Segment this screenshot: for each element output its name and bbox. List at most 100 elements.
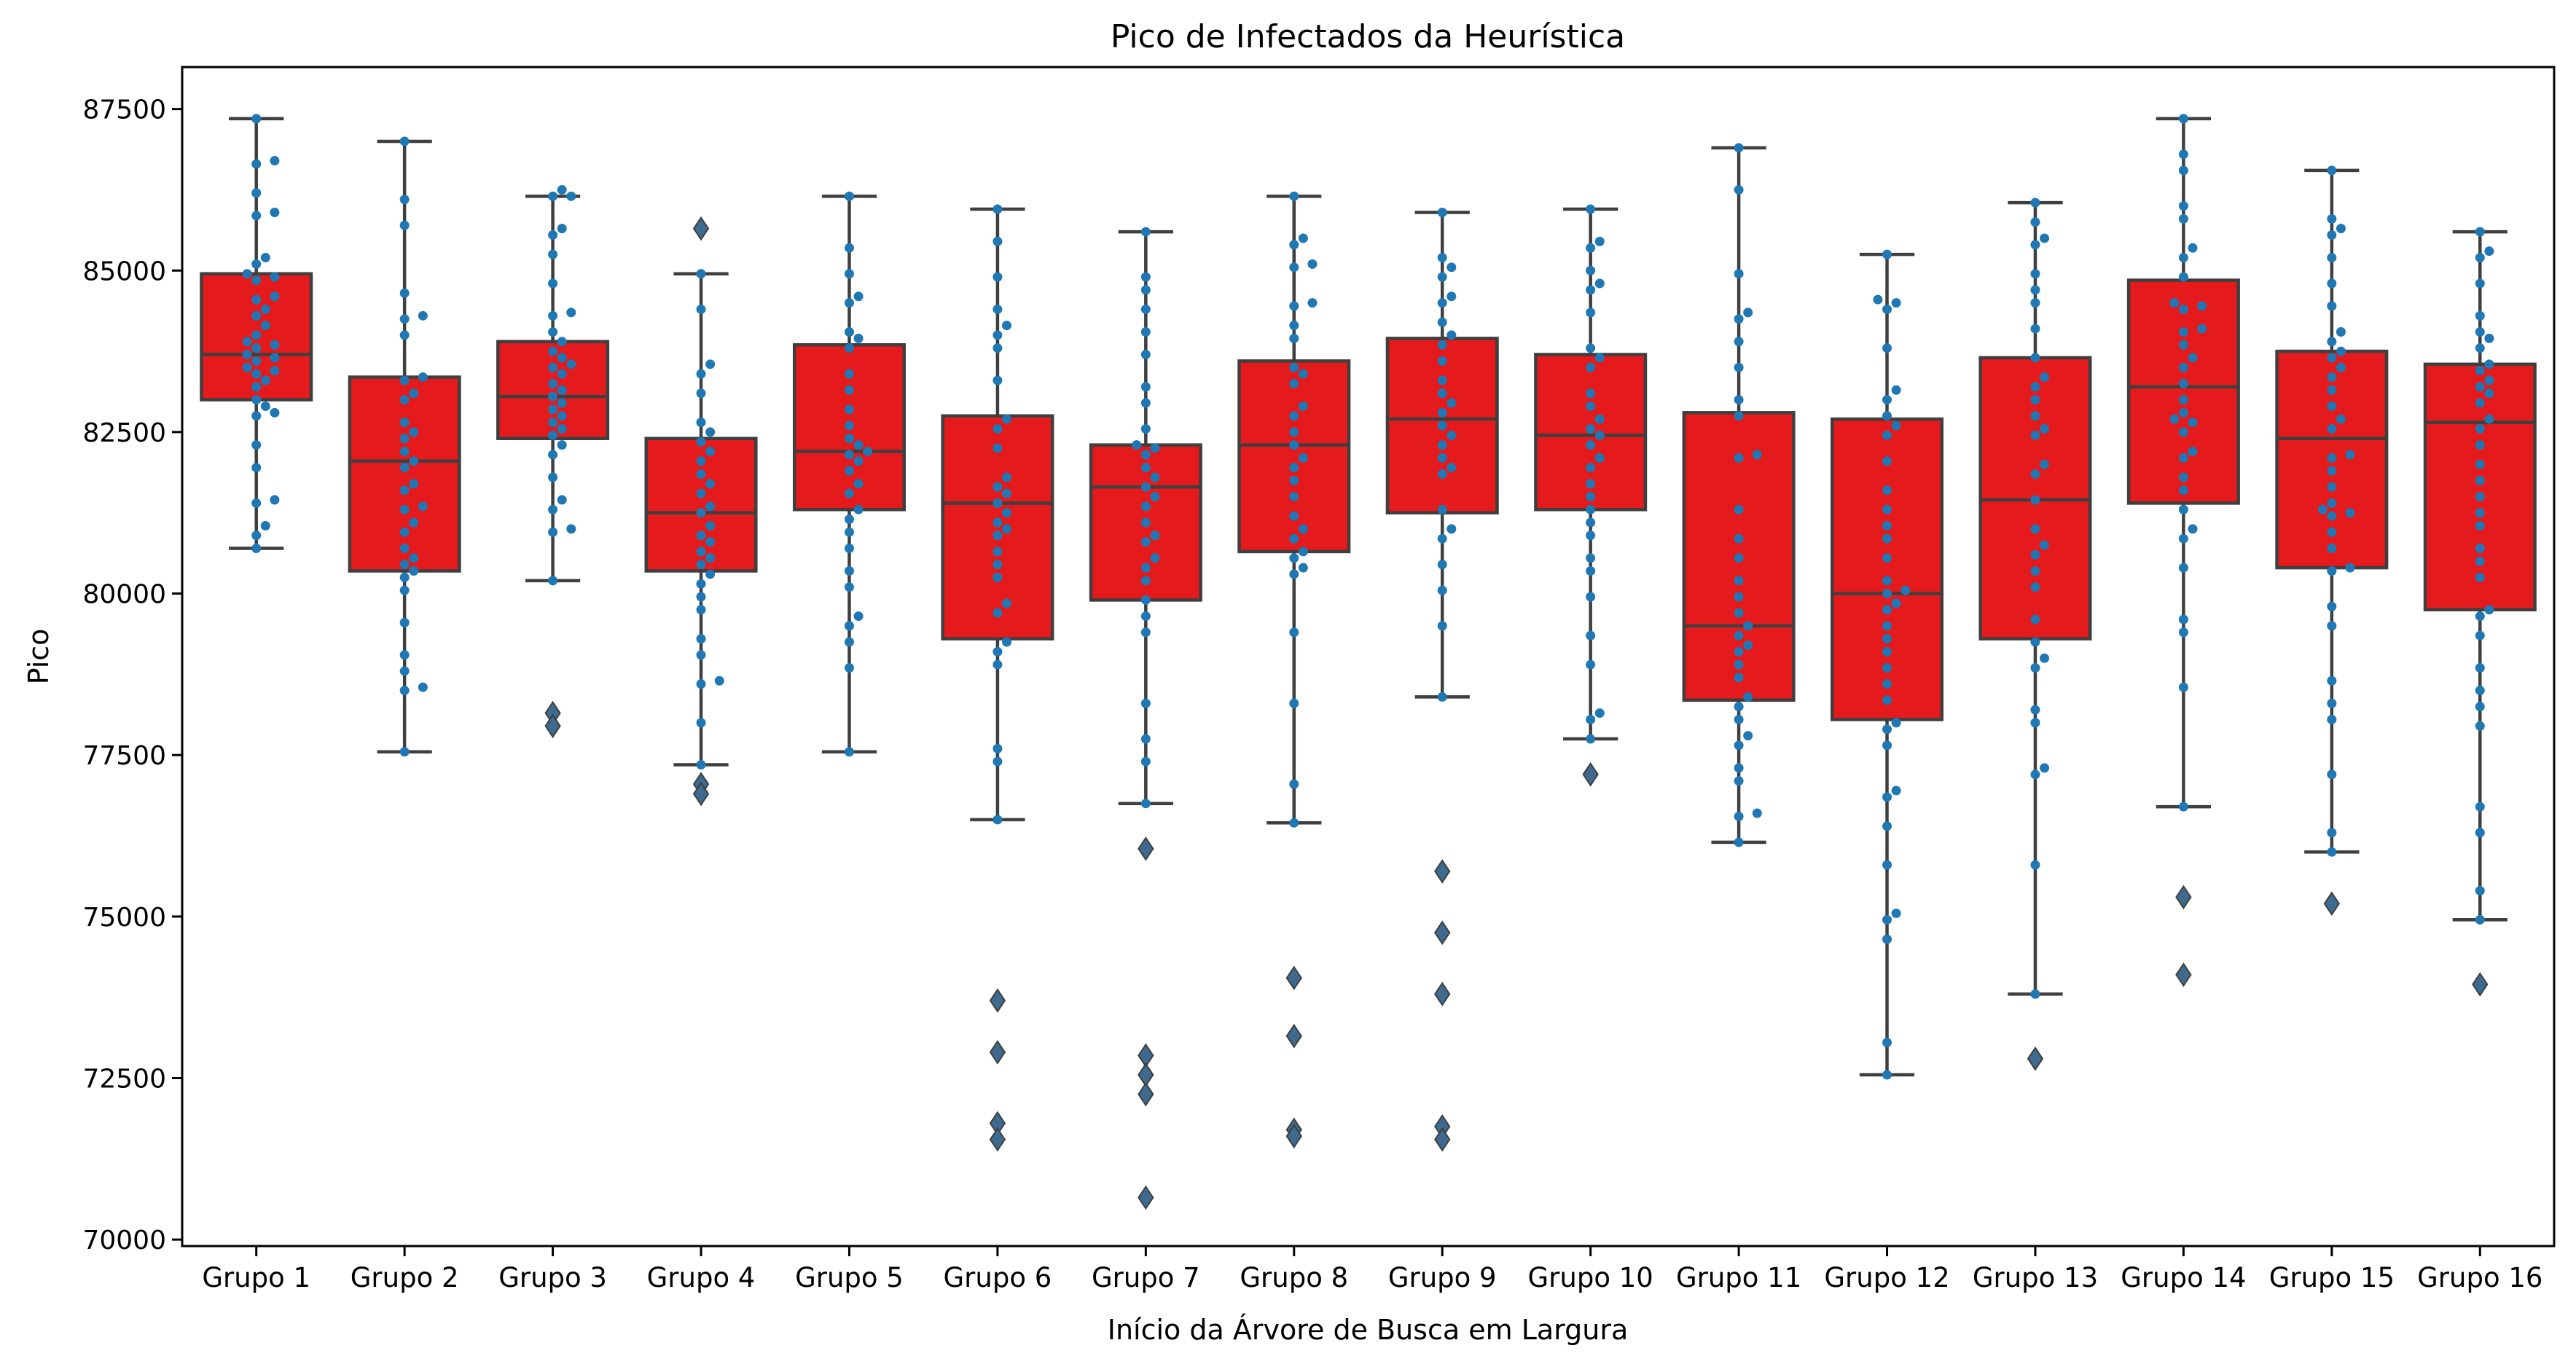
data-point [2475,398,2485,408]
x-tick-label: Grupo 7 [1092,1262,1200,1293]
data-point [2336,326,2346,337]
data-point [270,207,280,217]
data-point [1140,611,1151,622]
data-point [2030,269,2040,279]
data-point [251,411,262,421]
y-tick-label: 70000 [82,1226,166,1256]
data-point [1891,385,1901,395]
data-point [557,369,567,379]
data-point [1437,621,1447,631]
data-point [2030,430,2040,440]
data-point [844,466,854,476]
data-point [1289,475,1299,485]
data-point [548,362,558,372]
data-point [1140,326,1151,337]
data-point [2178,395,2188,405]
x-tick-label: Grupo 11 [1676,1262,1801,1293]
data-point [1437,340,1447,350]
data-point [1289,511,1299,521]
data-point [1873,294,1883,305]
data-point [2178,802,2188,812]
y-tick-label: 82500 [82,418,166,448]
data-point [1586,659,1596,670]
data-point [1594,353,1605,363]
data-point [2327,301,2337,311]
data-point [1307,298,1318,308]
data-point [1289,818,1299,828]
data-point [2040,372,2050,383]
data-point [2188,418,2198,428]
data-point [2475,253,2485,263]
y-tick-label: 87500 [82,95,166,125]
data-point [260,520,270,530]
box-group [2423,230,2537,997]
data-point [557,440,567,450]
data-point [2475,227,2485,237]
data-point [993,659,1003,670]
outlier-marker [1434,858,1451,884]
data-point [1734,533,1744,544]
data-point [399,543,410,553]
data-point [1298,453,1308,463]
data-point [993,204,1003,214]
box-group [1682,146,1796,845]
swarm-group [399,136,428,757]
data-point [2327,337,2337,347]
data-point [1140,627,1151,638]
data-point [1586,440,1596,450]
data-point [2345,450,2355,460]
data-point [2475,343,2485,353]
data-point [548,278,558,289]
data-point [1586,343,1596,353]
data-point [2475,423,2485,434]
data-point [270,156,280,166]
data-point [844,369,854,379]
data-point [1594,453,1605,463]
data-point [1150,492,1160,502]
data-point [557,337,567,347]
box-group [348,139,461,754]
data-point [1586,592,1596,602]
outlier-marker [1285,1024,1302,1049]
box-iqr [941,414,1054,641]
data-point [1734,646,1744,657]
data-point [2178,453,2188,463]
swarm-group [2475,227,2494,925]
data-point [1882,821,1892,831]
data-point [993,815,1003,825]
data-point [557,398,567,408]
data-point [1289,333,1299,343]
data-point [548,450,558,460]
swarm-group [2169,114,2207,812]
data-point [548,472,558,482]
box-iqr [2126,278,2240,505]
outlier-marker [1434,920,1451,945]
data-point [1140,482,1151,492]
data-point [1882,249,1892,259]
data-point [399,666,410,676]
data-point [1437,533,1447,544]
swarm-group [1873,249,1911,1080]
data-point [853,291,864,302]
data-point [1734,714,1744,724]
data-point [251,440,262,450]
data-point [399,288,410,298]
data-point [399,434,410,444]
data-point [1140,382,1151,392]
data-point [548,504,558,514]
data-point [2169,298,2180,308]
data-point [2475,508,2485,518]
data-point [1882,589,1892,599]
data-point [2327,511,2337,521]
data-point [2030,524,2040,534]
data-point [251,498,262,508]
data-point [399,418,410,428]
data-point [696,679,706,689]
data-point [1882,934,1892,944]
data-point [2030,217,2040,227]
data-point [2178,427,2188,437]
x-tick-label: Grupo 10 [1528,1262,1653,1293]
data-point [696,418,706,428]
data-point [251,369,262,379]
